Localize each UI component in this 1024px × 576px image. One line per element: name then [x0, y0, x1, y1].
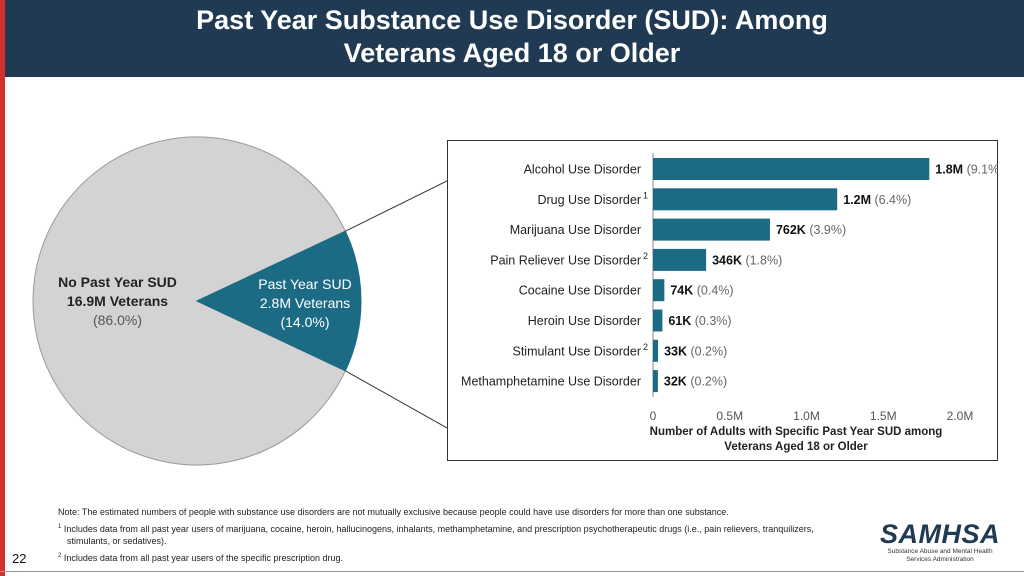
bar-value-number: 33K — [664, 344, 690, 358]
footnote-2-text: Includes data from all past year users o… — [63, 552, 343, 563]
bottom-divider — [0, 571, 1024, 572]
bar-value-number: 61K — [668, 314, 694, 328]
bar-value-percent: (0.2%) — [690, 344, 727, 358]
no-sud-label-line2: 16.9M Veterans — [66, 293, 169, 309]
note-main: Note: The estimated numbers of people wi… — [58, 507, 729, 517]
bar-category-label: Drug Use Disorder — [537, 193, 641, 207]
bar-category-label: Cocaine Use Disorder — [519, 284, 641, 298]
bar-value-label: 33K (0.2%) — [664, 344, 727, 358]
bar-value-label: 74K (0.4%) — [670, 284, 733, 298]
pie-label-no-sud: No Past Year SUD 16.9M Veterans (86.0%) — [50, 273, 185, 330]
footnote-1-mark: 1 — [58, 523, 62, 530]
x-tick-label: 0 — [650, 409, 657, 423]
bar — [653, 309, 663, 332]
x-tick-label: 0.5M — [716, 409, 743, 423]
accent-side-bar — [0, 0, 5, 576]
x-axis-title: Veterans Aged 18 or Older — [724, 441, 868, 453]
sud-label-line1: Past Year SUD — [258, 276, 352, 292]
bar-value-percent: (6.4%) — [874, 193, 911, 207]
no-sud-label-line1: No Past Year SUD — [58, 274, 177, 290]
bar — [653, 218, 770, 241]
logo-wordmark: SAMHSA — [880, 519, 1001, 549]
bar-value-percent: (1.8%) — [745, 253, 782, 267]
footnote-1: 1 Includes data from all past year users… — [58, 521, 858, 548]
bar-value-number: 346K — [712, 253, 745, 267]
no-sud-label-pct: (86.0%) — [92, 312, 143, 328]
footnote-1-text: Includes data from all past year users o… — [63, 523, 814, 547]
bar-value-percent: (0.2%) — [690, 375, 727, 389]
bar-value-label: 1.8M (9.1%) — [935, 163, 998, 177]
slide-title-text: Past Year Substance Use Disorder (SUD): … — [196, 5, 828, 68]
bar-value-number: 74K — [670, 284, 696, 298]
page-number: 22 — [12, 551, 27, 566]
x-tick-label: 2.0M — [947, 409, 974, 423]
header-bar — [0, 0, 1024, 77]
sud-label-pct: (14.0%) — [280, 314, 330, 330]
bar-value-label: 1.2M (6.4%) — [843, 193, 911, 207]
bar-value-number: 1.2M — [843, 193, 874, 207]
bar-category-superscript: 1 — [643, 190, 648, 200]
connector-line-bottom — [345, 370, 447, 429]
x-axis-title: Number of Adults with Specific Past Year… — [650, 426, 943, 438]
bar-chart-frame — [447, 140, 998, 461]
bar-value-label: 346K (1.8%) — [712, 253, 782, 267]
x-tick-label: 1.0M — [793, 409, 820, 423]
bar-category-label: Methamphetamine Use Disorder — [461, 375, 641, 389]
footnotes: Note: The estimated numbers of people wi… — [58, 506, 858, 566]
logo-subtitle-line1: Substance Abuse and Mental Health — [887, 548, 993, 555]
bar-chart: Alcohol Use Disorder 1.8M (9.1%) Drug Use … — [461, 153, 998, 453]
bar-category-label: Alcohol Use Disorder — [524, 163, 641, 177]
bar-value-number: 1.8M — [935, 163, 966, 177]
bar — [653, 370, 658, 393]
footnote-2: 2 Includes data from all past year users… — [58, 550, 858, 565]
bar — [653, 248, 707, 271]
bar-value-percent: (9.1%) — [967, 163, 998, 177]
logo-subtitle: Substance Abuse and Mental Health Servic… — [880, 548, 1000, 564]
x-tick-label: 1.5M — [870, 409, 897, 423]
bar-value-number: 32K — [664, 375, 690, 389]
bar-value-percent: (0.3%) — [695, 314, 732, 328]
pie-label-sud: Past Year SUD 2.8M Veterans (14.0%) — [246, 275, 364, 332]
bar-value-percent: (0.4%) — [697, 284, 734, 298]
bar-value-percent: (3.9%) — [809, 223, 846, 237]
sud-label-line2: 2.8M Veterans — [259, 295, 351, 311]
bar-value-label: 762K (3.9%) — [776, 223, 846, 237]
slide-title: Past Year Substance Use Disorder (SUD): … — [0, 4, 1024, 70]
bar-category-superscript: 2 — [643, 342, 648, 352]
pie-slice-no-sud — [32, 136, 347, 466]
bar-value-label: 32K (0.2%) — [664, 375, 727, 389]
connector-line-top — [345, 180, 447, 232]
bar-category-superscript: 2 — [643, 251, 648, 261]
bar-category-label: Stimulant Use Disorder — [512, 344, 641, 358]
bar-value-number: 762K — [776, 223, 809, 237]
pie-slice-sud — [195, 230, 362, 372]
bar — [653, 339, 659, 362]
bar-category-label: Pain Reliever Use Disorder — [490, 253, 641, 267]
bar-category-label: Heroin Use Disorder — [528, 314, 641, 328]
samhsa-logo: SAMHSA Substance Abuse and Mental Health… — [880, 520, 1000, 564]
bar — [653, 158, 930, 180]
pie-chart — [32, 136, 447, 466]
bar-category-label: Marijuana Use Disorder — [510, 223, 641, 237]
logo-subtitle-line2: Services Administration — [906, 556, 974, 563]
bar-value-label: 61K (0.3%) — [668, 314, 731, 328]
bar — [653, 188, 838, 211]
footnote-2-mark: 2 — [58, 552, 62, 559]
bar — [653, 279, 665, 302]
